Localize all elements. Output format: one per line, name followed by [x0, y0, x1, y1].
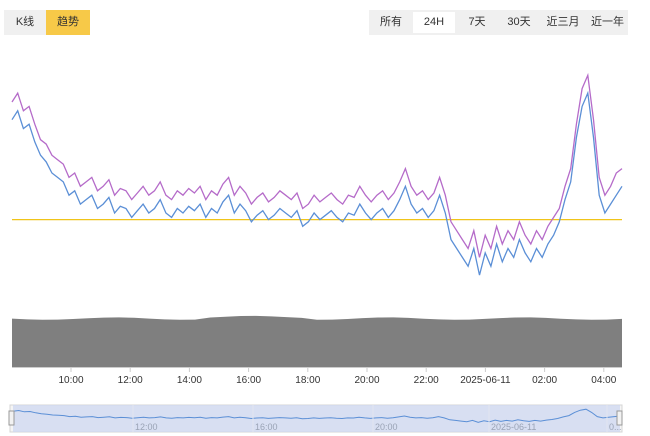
navigator-right-handle[interactable] [616, 410, 623, 426]
x-tick-label: 22:00 [414, 375, 439, 386]
range-3m-button[interactable]: 近三月 [546, 16, 580, 28]
navigator-tick-label: 16:00 [255, 422, 278, 432]
range-24h-button[interactable]: 24H [413, 12, 455, 33]
series-blue-line [11, 90, 623, 276]
x-tick-label: 2025-06-11 [460, 375, 511, 386]
tab-kline[interactable]: K线 [4, 10, 46, 35]
navigator-axis: 12:00 16:00 20:00 2025-06-11 0... [132, 405, 622, 432]
x-tick-label: 04:00 [591, 375, 616, 386]
x-tick-label: 18:00 [295, 375, 320, 386]
x-tick-label: 02:00 [532, 375, 557, 386]
navigator-tick-label: 12:00 [135, 422, 158, 432]
x-tick-label: 16:00 [236, 375, 261, 386]
x-tick-label: 14:00 [177, 375, 202, 386]
x-tick-label: 20:00 [354, 375, 379, 386]
volume-area [12, 315, 622, 367]
view-tabs: K线 趋势 [4, 10, 90, 35]
x-axis: 10:00 12:00 14:00 16:00 18:00 20:00 22:00 2025-… [58, 367, 617, 386]
navigator-tick-label: 20:00 [375, 422, 398, 432]
navigator-left-handle[interactable] [8, 410, 15, 426]
range-30d-button[interactable]: 30天 [507, 16, 531, 28]
x-tick-label: 10:00 [58, 375, 83, 386]
x-tick-label: 12:00 [118, 375, 143, 386]
range-1y-button[interactable]: 近一年 [591, 16, 624, 28]
tab-trend[interactable]: 趋势 [46, 10, 90, 35]
time-range-selector: 所有 24H 7天 30天 近三月 近一年 [369, 10, 628, 35]
series-purple-line [11, 72, 623, 258]
navigator-tick-label: 2025-06-11 [491, 422, 536, 432]
navigator-series-line [12, 408, 621, 423]
range-all-button[interactable]: 所有 [380, 16, 402, 28]
navigator-tick-label: 0... [609, 422, 622, 432]
range-7d-button[interactable]: 7天 [468, 16, 486, 28]
